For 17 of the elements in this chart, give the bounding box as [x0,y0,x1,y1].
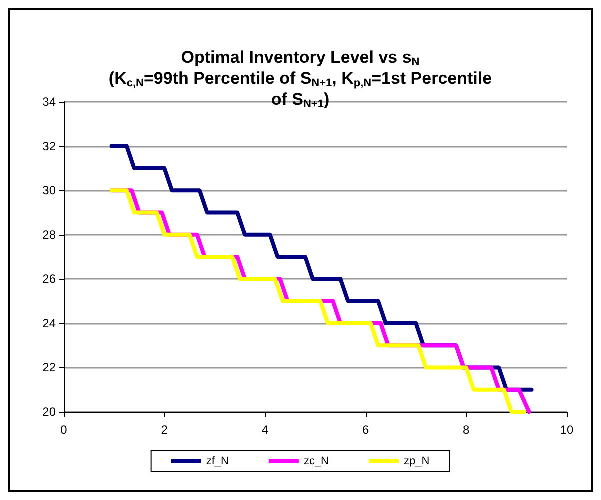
x-tick-label: 2 [161,423,168,437]
legend-label: zp_N [404,456,430,468]
x-tick-label: 8 [463,423,470,437]
legend-label: zc_N [304,456,330,468]
x-tick-label: 0 [60,423,68,437]
y-tick-label: 24 [42,316,56,330]
x-tick-label: 4 [262,423,269,437]
y-tick-label: 34 [42,95,56,109]
y-tick-label: 20 [42,405,56,419]
y-tick-label: 30 [42,184,56,198]
x-tick-label: 10 [560,423,574,437]
x-tick-label: 6 [362,423,370,437]
y-tick-label: 26 [42,272,56,286]
y-tick-label: 28 [42,228,56,242]
y-tick-label: 22 [42,360,56,375]
y-tick-label: 32 [42,139,56,154]
legend-label: zf_N [206,456,229,468]
